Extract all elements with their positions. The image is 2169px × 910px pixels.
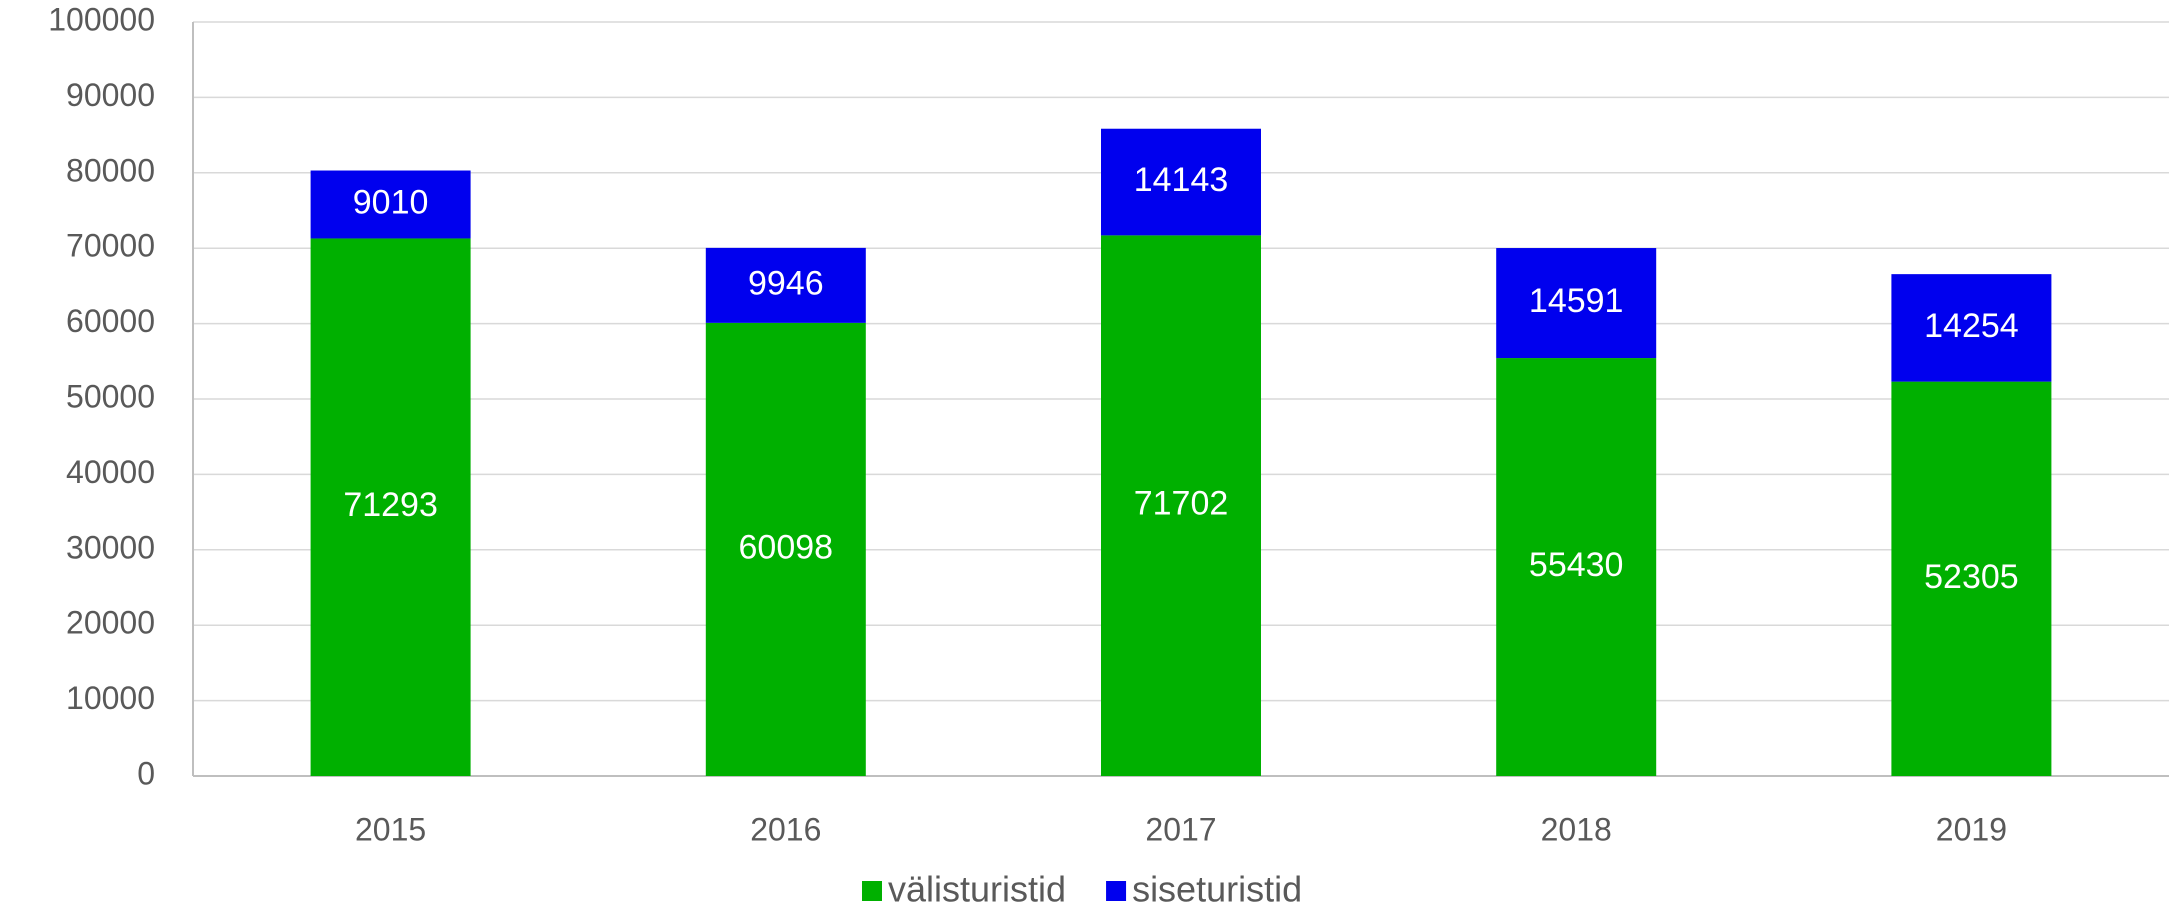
legend-swatch <box>1106 881 1127 901</box>
data-label: 71702 <box>1134 485 1229 523</box>
data-label: 9010 <box>353 183 429 221</box>
y-tick-label: 0 <box>137 755 155 791</box>
y-tick-label: 100000 <box>48 1 155 37</box>
data-label: 55430 <box>1529 546 1624 584</box>
bar-segment <box>1496 248 1657 359</box>
y-tick-label: 70000 <box>66 228 155 264</box>
bar-segment <box>1891 274 2052 382</box>
data-label: 52305 <box>1924 558 2019 596</box>
x-tick-label: 2019 <box>1936 811 2007 847</box>
x-tick-label: 2016 <box>750 811 821 847</box>
bar-segment <box>705 247 866 323</box>
bar-segment <box>1101 235 1261 776</box>
bar-segment <box>1496 358 1657 776</box>
data-label: 14254 <box>1924 307 2019 345</box>
y-tick-label: 60000 <box>66 303 155 339</box>
data-label: 60098 <box>739 528 834 566</box>
bar-segment <box>705 322 866 776</box>
x-tick-label: 2015 <box>355 811 426 847</box>
legend-label: välisturistid <box>888 869 1066 910</box>
x-tick-label: 2018 <box>1541 811 1612 847</box>
bar-segment <box>310 170 471 239</box>
bar-segment <box>1101 128 1261 236</box>
y-tick-label: 40000 <box>66 454 155 490</box>
data-label: 9946 <box>748 264 824 302</box>
data-label: 14143 <box>1134 161 1229 199</box>
y-tick-label: 20000 <box>66 605 155 641</box>
legend-swatch <box>862 881 882 901</box>
bar-segment <box>310 238 471 776</box>
y-tick-label: 90000 <box>66 77 155 113</box>
legend-label: siseturistid <box>1132 869 1302 910</box>
y-tick-label: 10000 <box>66 680 155 716</box>
y-tick-label: 30000 <box>66 529 155 565</box>
y-tick-label: 80000 <box>66 152 155 188</box>
y-tick-label: 50000 <box>66 378 155 414</box>
data-label: 14591 <box>1529 282 1624 320</box>
data-label: 71293 <box>343 486 438 524</box>
bar-segment <box>1891 381 2052 776</box>
x-tick-label: 2017 <box>1145 811 1216 847</box>
